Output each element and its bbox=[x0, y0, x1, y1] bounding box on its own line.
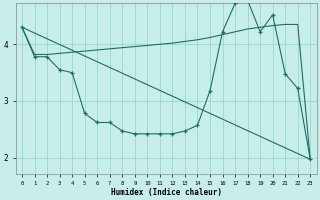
X-axis label: Humidex (Indice chaleur): Humidex (Indice chaleur) bbox=[111, 188, 222, 197]
